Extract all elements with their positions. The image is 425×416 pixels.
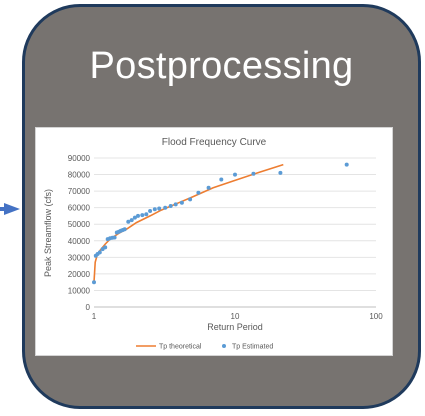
data-point-tp-estimated <box>144 212 149 217</box>
y-tick-label: 70000 <box>68 187 91 196</box>
panel-title: Postprocessing <box>89 45 354 87</box>
legend-label-tp-theoretical: Tp theoretical <box>159 344 202 351</box>
data-point-tp-estimated <box>140 213 145 218</box>
data-point-tp-estimated <box>206 185 211 190</box>
data-point-tp-estimated <box>152 207 157 212</box>
data-point-tp-estimated <box>251 171 256 176</box>
data-point-tp-estimated <box>219 177 224 182</box>
arrow-head <box>4 203 20 215</box>
data-point-tp-estimated <box>344 162 349 167</box>
data-point-tp-estimated <box>168 204 173 208</box>
data-point-tp-estimated <box>179 200 184 205</box>
data-point-tp-estimated <box>188 197 193 202</box>
data-point-tp-estimated <box>97 250 102 255</box>
y-tick-label: 60000 <box>68 204 91 213</box>
y-tick-label: 30000 <box>68 253 91 262</box>
series-points-tp-estimated <box>92 162 349 285</box>
y-tick-labels: 0 10000 20000 30000 40000 50000 60000 70000 8000… <box>68 154 91 312</box>
data-point-tp-estimated <box>173 202 178 207</box>
y-tick-label: 10000 <box>68 286 91 295</box>
y-tick-label: 50000 <box>68 220 91 229</box>
x-tick-label: 100 <box>369 312 383 321</box>
data-point-tp-estimated <box>122 227 127 232</box>
data-point-tp-estimated <box>132 215 137 220</box>
data-point-tp-estimated <box>103 245 108 250</box>
y-tick-label: 20000 <box>68 270 91 279</box>
chart-legend: Tp theoretical Tp Estimated <box>136 344 273 351</box>
data-point-tp-estimated <box>163 205 168 210</box>
x-tick-labels: 1 10 100 <box>92 312 383 321</box>
chart-gridlines <box>94 157 376 291</box>
legend-swatch-tp-estimated <box>222 344 226 348</box>
x-axis-title: Return Period <box>207 322 263 332</box>
data-point-tp-estimated <box>278 170 283 175</box>
legend-label-tp-estimated: Tp Estimated <box>232 344 273 351</box>
data-point-tp-estimated <box>112 235 117 240</box>
data-point-tp-estimated <box>129 218 134 223</box>
chart-svg: Flood Frequency Curve 0 10000 20000 30000 40… <box>43 137 383 351</box>
data-point-tp-estimated <box>126 219 131 224</box>
y-tick-label: 90000 <box>68 154 91 163</box>
x-tick-label: 10 <box>231 312 240 321</box>
y-tick-label: 40000 <box>68 237 91 246</box>
data-point-tp-estimated <box>92 280 96 285</box>
data-point-tp-estimated <box>148 209 153 213</box>
data-point-tp-estimated <box>233 172 237 177</box>
flood-frequency-chart: Flood Frequency Curve 0 10000 20000 30000 40… <box>35 127 393 356</box>
chart-title: Flood Frequency Curve <box>162 137 267 148</box>
data-point-tp-estimated <box>136 213 140 218</box>
x-tick-label: 1 <box>92 312 97 321</box>
incoming-arrow-icon <box>0 203 20 215</box>
arrow-shaft <box>0 207 8 211</box>
data-point-tp-estimated <box>196 190 201 195</box>
data-point-tp-estimated <box>157 206 162 211</box>
series-line-tp-theoretical <box>93 163 284 283</box>
y-axis-title: Peak Streamflow (cfs) <box>43 189 53 277</box>
y-tick-label: 0 <box>86 303 91 312</box>
y-tick-label: 80000 <box>68 171 91 180</box>
